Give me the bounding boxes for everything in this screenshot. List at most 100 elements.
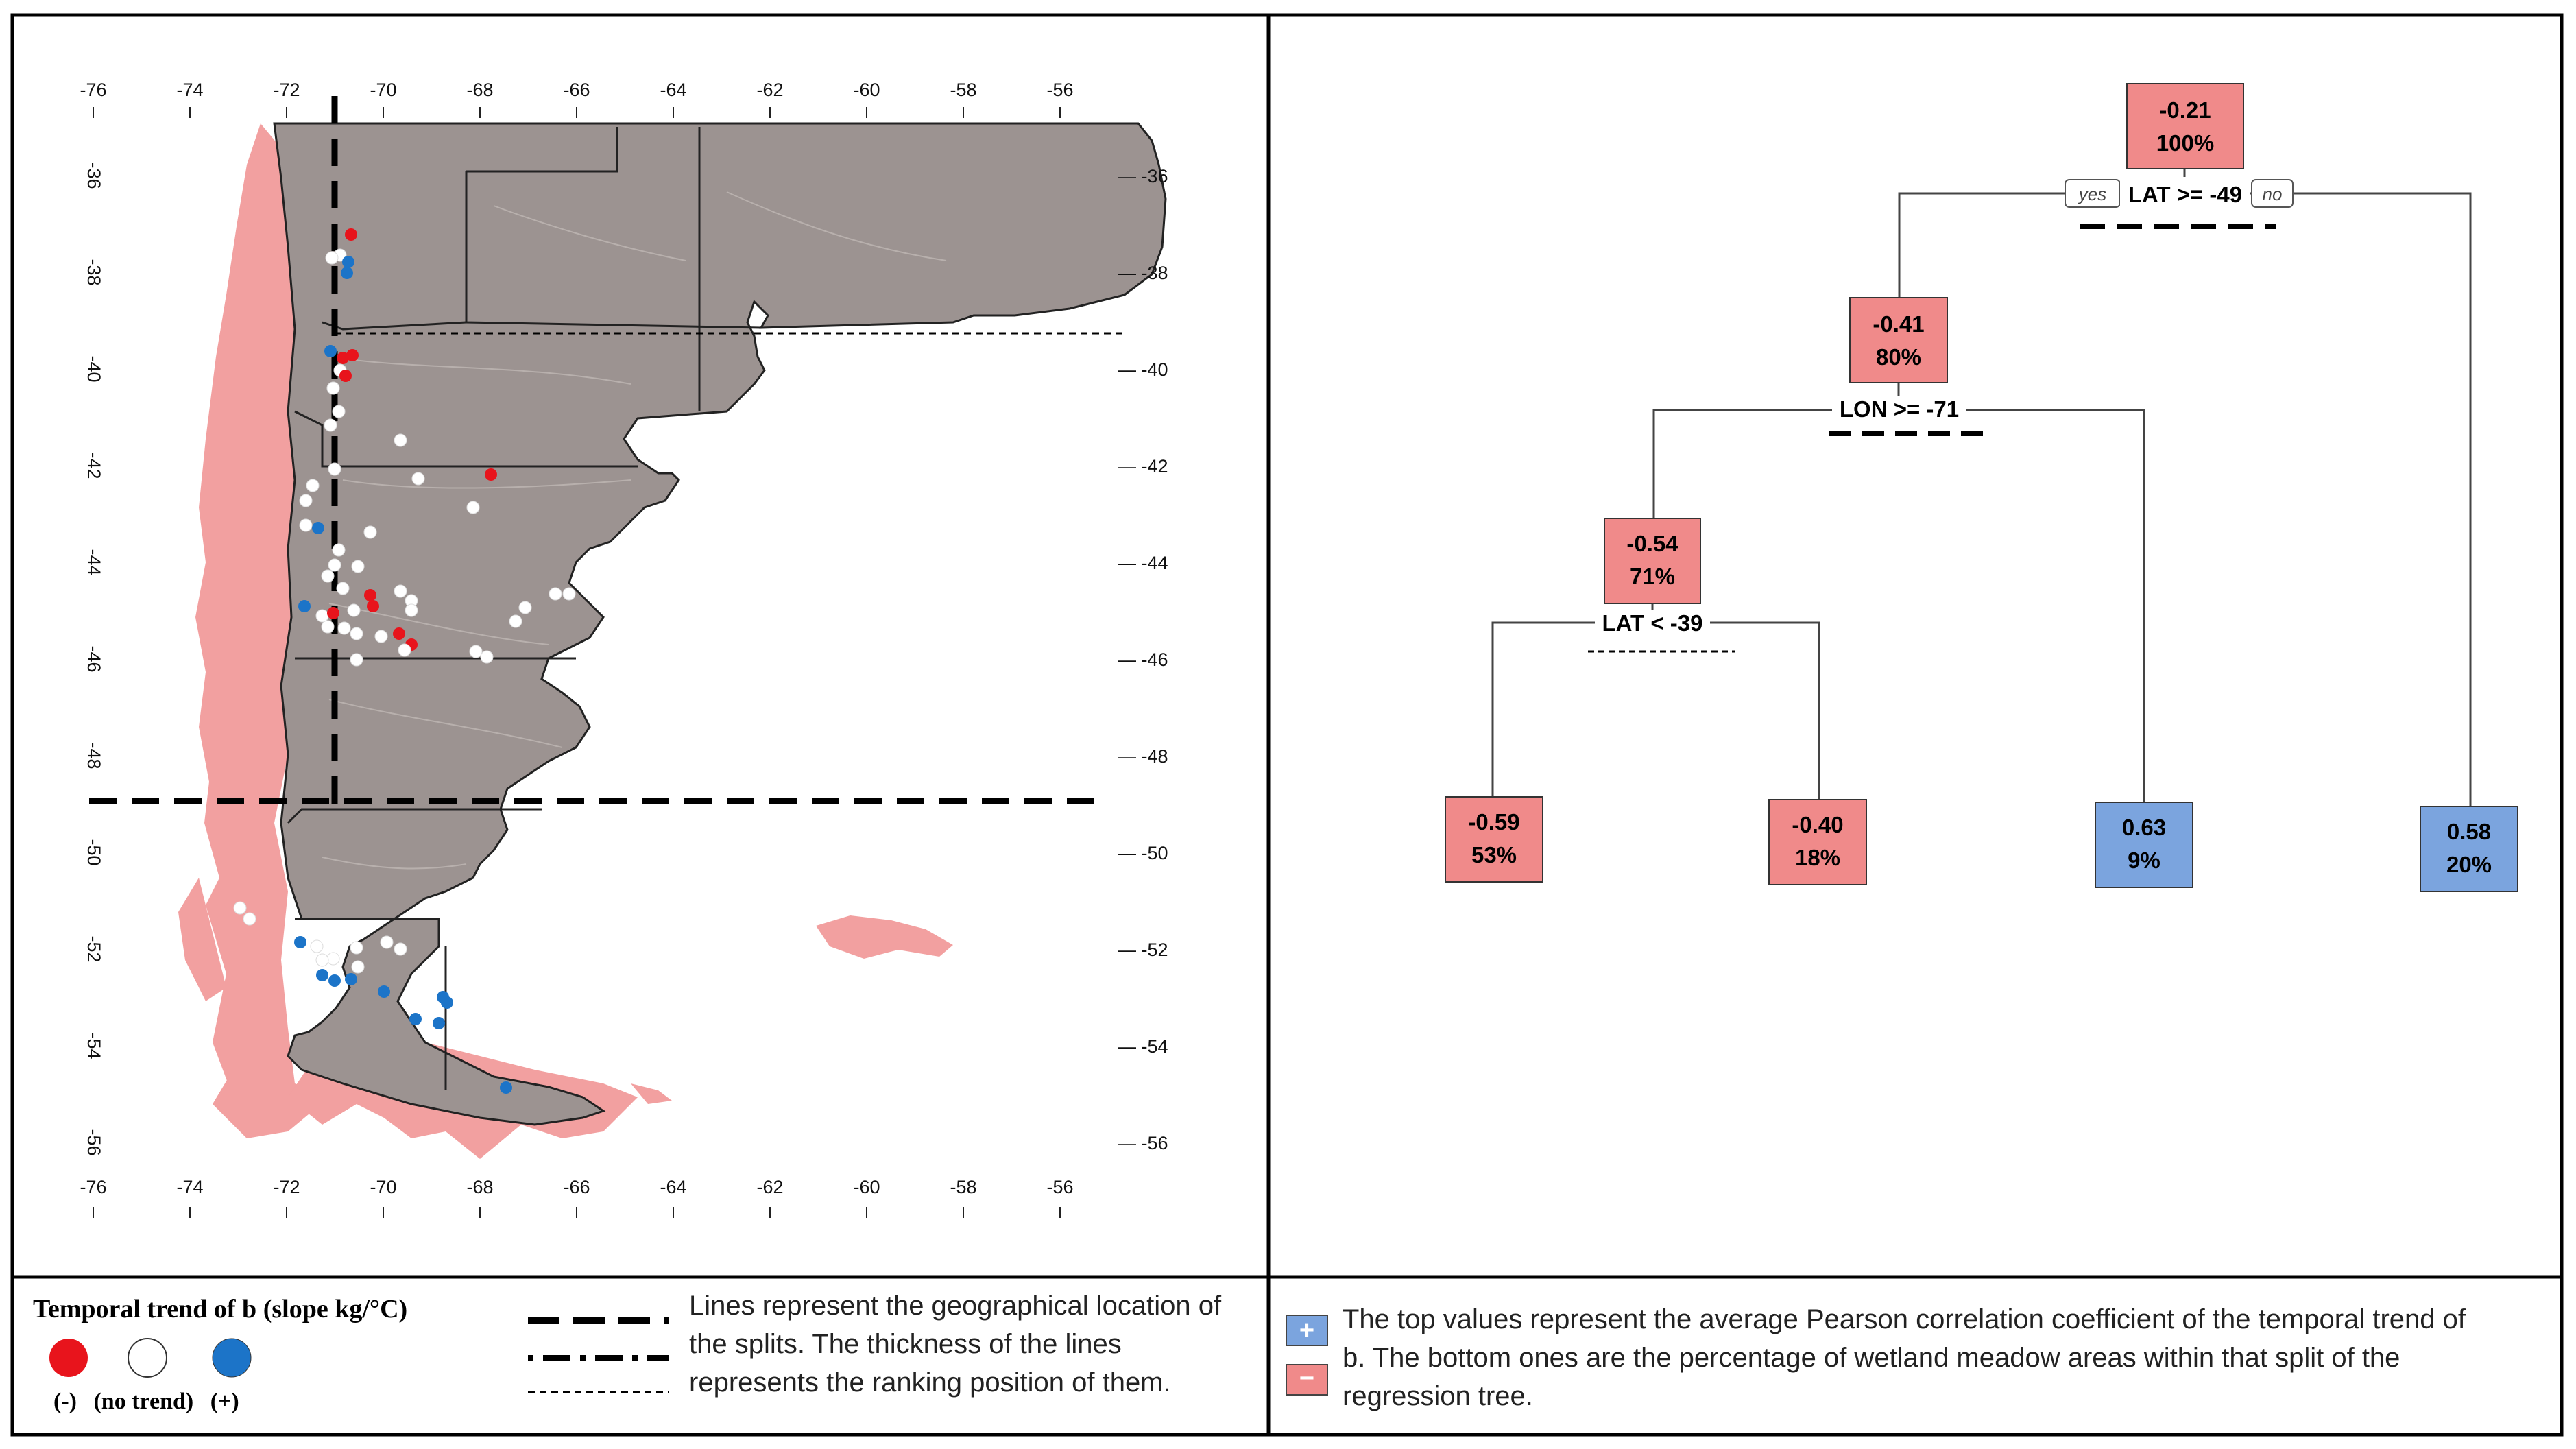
leaf-1: -0.59 53% — [1445, 796, 1543, 883]
lat-tick-label: — -48 — [1118, 746, 1168, 767]
lat-tick-label: -50 — [84, 839, 104, 865]
observation-point — [327, 607, 339, 619]
observation-point — [374, 630, 388, 643]
split-label-3: LAT < -39 — [1595, 610, 1710, 638]
lon-tick-label: -58 — [950, 1177, 976, 1197]
observation-point — [316, 969, 328, 981]
observation-point — [351, 560, 365, 573]
observation-point — [299, 518, 313, 532]
lat-tick-label: -48 — [84, 742, 104, 769]
observation-point — [306, 479, 320, 492]
lon-tick-label: -70 — [370, 1177, 396, 1197]
observation-point — [325, 251, 339, 265]
observation-point — [466, 501, 480, 514]
neg-label: (-) — [53, 1389, 77, 1414]
observation-point — [337, 352, 349, 364]
observation-point — [326, 381, 340, 395]
split-lat-39: LAT < -39 — [1602, 610, 1702, 636]
observation-point — [518, 601, 532, 614]
lon-tick-label: -70 — [370, 80, 396, 100]
lon-tick-label: -66 — [563, 1177, 590, 1197]
observation-point — [350, 627, 363, 640]
observation-point — [394, 942, 407, 956]
lon-tick-label: -56 — [1046, 80, 1073, 100]
lat-tick-label: — -36 — [1118, 166, 1168, 187]
observation-point — [298, 600, 311, 612]
lat-tick-label: — -56 — [1118, 1133, 1168, 1153]
observation-point — [299, 494, 313, 507]
negative-trend-marker — [49, 1339, 88, 1377]
lon-tick-label: -58 — [950, 80, 976, 100]
positive-trend-marker — [212, 1338, 252, 1378]
no-trend-marker — [128, 1338, 167, 1378]
observation-point — [347, 603, 361, 617]
leaf-3-pct: 9% — [2128, 848, 2160, 873]
observation-point — [328, 462, 341, 476]
lon-tick-label: -68 — [466, 80, 493, 100]
observation-point — [367, 600, 379, 612]
observation-point — [509, 614, 522, 628]
observation-point — [441, 996, 453, 1009]
lat-tick-label: — -44 — [1118, 553, 1168, 573]
observation-point — [405, 603, 418, 617]
lon-tick-label: -60 — [853, 80, 880, 100]
observation-point — [364, 589, 376, 601]
minus-icon: − — [1299, 1364, 1314, 1393]
observation-point — [324, 345, 337, 357]
split-label-1: yes LAT >= -49 no — [2065, 179, 2294, 208]
observation-point — [341, 267, 353, 279]
lon-tick-label: -56 — [1046, 1177, 1073, 1197]
lon-tick-label: -60 — [853, 1177, 880, 1197]
observation-point — [294, 936, 306, 948]
observation-point — [233, 901, 247, 915]
minus-swatch — [1286, 1364, 1328, 1396]
no-tag — [2251, 179, 2294, 208]
observation-point — [243, 912, 256, 926]
observation-point — [562, 587, 576, 601]
observation-point — [324, 418, 337, 432]
trend-legend-markers — [49, 1338, 252, 1378]
leaf-2-pct: 18% — [1795, 845, 1840, 870]
lon-tick-label: -72 — [273, 80, 300, 100]
observation-point — [321, 569, 335, 583]
lat-tick-label: -52 — [84, 935, 104, 962]
observation-point — [337, 621, 351, 635]
observation-point — [469, 645, 483, 658]
observation-point — [350, 653, 363, 667]
observation-point — [394, 433, 407, 447]
observation-point — [336, 582, 350, 595]
observation-point — [485, 468, 497, 481]
observation-point — [380, 935, 394, 949]
leaf-1-value: -0.59 — [1468, 809, 1519, 835]
yes-label: yes — [2078, 184, 2106, 204]
lat-tick-label: -46 — [84, 645, 104, 672]
observation-point — [480, 650, 494, 664]
lon-tick-label: -76 — [80, 1177, 106, 1197]
no-label: no — [2263, 184, 2283, 204]
lat-tick-label: — -52 — [1118, 939, 1168, 960]
patagonia-map: -76 -76 -74 -74 -72 -72 -70 -70 -68 -68 -66 -66 -64 -… — [80, 80, 1168, 1218]
observation-point — [393, 627, 405, 640]
split-label-2: LON >= -71 — [1832, 396, 1966, 424]
lat-tick-label: -36 — [84, 162, 104, 189]
observation-point — [433, 1017, 445, 1029]
node-2-value: -0.41 — [1873, 311, 1924, 337]
node-root: -0.21 100% — [2126, 83, 2244, 169]
leaf-4-pct: 20% — [2446, 852, 2492, 877]
node-4-value: -0.54 — [1626, 531, 1678, 556]
observation-point — [310, 939, 324, 953]
split-lon-71: LON >= -71 — [1840, 396, 1959, 422]
observation-point — [363, 525, 377, 539]
lon-tick-label: -62 — [756, 80, 783, 100]
observation-points — [233, 228, 576, 1094]
tree-color-legend: + − — [1286, 1315, 1328, 1396]
node-root-value: -0.21 — [2159, 97, 2211, 123]
observation-point — [345, 973, 357, 985]
observation-point — [500, 1081, 512, 1094]
observation-point — [326, 952, 340, 966]
observation-point — [350, 941, 363, 955]
observation-point — [312, 522, 324, 534]
lon-tick-label: -66 — [563, 80, 590, 100]
plus-icon: + — [1299, 1316, 1314, 1345]
lat-tick-label: — -40 — [1118, 359, 1168, 380]
